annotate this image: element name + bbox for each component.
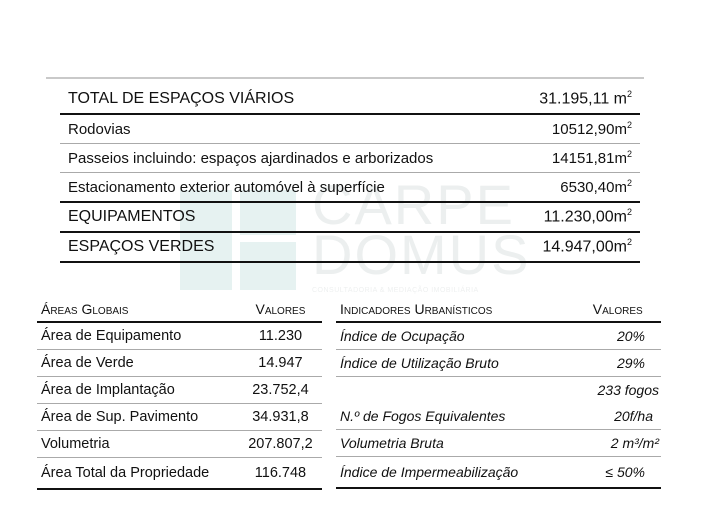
table-row: Área de Equipamento 11.230 — [37, 322, 322, 350]
row-label: Passeios incluindo: espaços ajardinados … — [60, 143, 512, 173]
table-row: Índice de Impermeabilização ≤ 50% — [336, 456, 661, 489]
table-row: Volumetria 207.807,2 — [37, 430, 322, 458]
row-value: 31.195,11 m2 — [511, 85, 640, 115]
row-value: 14.947,00m2 — [511, 232, 640, 263]
row-label: Estacionamento exterior automóvel à supe… — [60, 172, 512, 203]
row-value: 29% — [574, 349, 661, 377]
row-label: Índice de Impermeabilização — [336, 456, 575, 489]
row-label: Área de Equipamento — [37, 322, 239, 350]
column-header: Valores — [238, 297, 322, 323]
row-value: 20f/ha — [574, 403, 661, 430]
row-value: 10512,90m2 — [511, 114, 640, 144]
column-header: Áreas Globais — [37, 297, 239, 323]
column-header: Valores — [574, 297, 661, 323]
row-label — [336, 377, 575, 404]
table-row: ESPAÇOS VERDES 14.947,00m2 — [60, 232, 640, 263]
row-label: Área Total da Propriedade — [37, 457, 239, 490]
column-header: Indicadores Urbanísticos — [336, 297, 575, 323]
row-label: Área de Sup. Pavimento — [37, 403, 239, 431]
row-label: Área de Implantação — [37, 376, 239, 404]
row-value: 14.947 — [238, 349, 322, 377]
row-value: 2 m³/m² — [574, 429, 661, 457]
row-value: 14151,81m2 — [511, 143, 640, 173]
row-value: 11.230,00m2 — [511, 202, 640, 233]
row-label: EQUIPAMENTOS — [60, 202, 512, 233]
top-divider — [46, 77, 644, 79]
row-value: 23.752,4 — [238, 376, 322, 404]
table-header: Áreas Globais Valores — [37, 297, 322, 323]
table-row: Área Total da Propriedade 116.748 — [37, 457, 322, 490]
row-value: ≤ 50% — [574, 456, 661, 489]
table-row: Índice de Ocupação 20% — [336, 322, 661, 350]
row-value: 6530,40m2 — [511, 172, 640, 203]
row-label: TOTAL DE ESPAÇOS VIÁRIOS — [60, 85, 512, 115]
row-value: 11.230 — [238, 322, 322, 350]
row-label: N.º de Fogos Equivalentes — [336, 403, 575, 430]
row-label: Índice de Ocupação — [336, 322, 575, 350]
watermark-tagline: CONSULTADORIA & MEDIAÇÃO IMOBILIÁRIA — [312, 287, 479, 294]
table-row: Área de Sup. Pavimento 34.931,8 — [37, 403, 322, 431]
row-value: 116.748 — [238, 457, 322, 490]
table-row: N.º de Fogos Equivalentes 20f/ha — [336, 403, 661, 430]
table-row: Passeios incluindo: espaços ajardinados … — [60, 143, 640, 173]
row-label: Volumetria Bruta — [336, 429, 575, 457]
row-label: Área de Verde — [37, 349, 239, 377]
table-row: EQUIPAMENTOS 11.230,00m2 — [60, 202, 640, 233]
table-row: Índice de Utilização Bruto 29% — [336, 349, 661, 377]
row-label: Volumetria — [37, 430, 239, 458]
table-row: Área de Implantação 23.752,4 — [37, 376, 322, 404]
row-value: 233 fogos — [597, 382, 660, 398]
table-header: Indicadores Urbanísticos Valores — [336, 297, 661, 323]
row-label: Índice de Utilização Bruto — [336, 349, 575, 377]
row-value: 207.807,2 — [238, 430, 322, 458]
urban-indicators-table: Indicadores Urbanísticos Valores Índice d… — [336, 297, 661, 489]
row-label: ESPAÇOS VERDES — [60, 232, 512, 263]
table-row: Estacionamento exterior automóvel à supe… — [60, 172, 640, 203]
row-value: 20% — [574, 322, 661, 350]
table-row: 233 fogos — [336, 377, 661, 404]
road-spaces-table: TOTAL DE ESPAÇOS VIÁRIOS 31.195,11 m2 Rod… — [60, 85, 640, 263]
table-row: Área de Verde 14.947 — [37, 349, 322, 377]
row-label: Rodovias — [60, 114, 512, 144]
table-row: Rodovias 10512,90m2 — [60, 114, 640, 144]
table-row: Volumetria Bruta 2 m³/m² — [336, 429, 661, 457]
global-areas-table: Áreas Globais Valores Área de Equipamento… — [37, 297, 322, 490]
row-value: 34.931,8 — [238, 403, 322, 431]
table-row: TOTAL DE ESPAÇOS VIÁRIOS 31.195,11 m2 — [60, 85, 640, 115]
